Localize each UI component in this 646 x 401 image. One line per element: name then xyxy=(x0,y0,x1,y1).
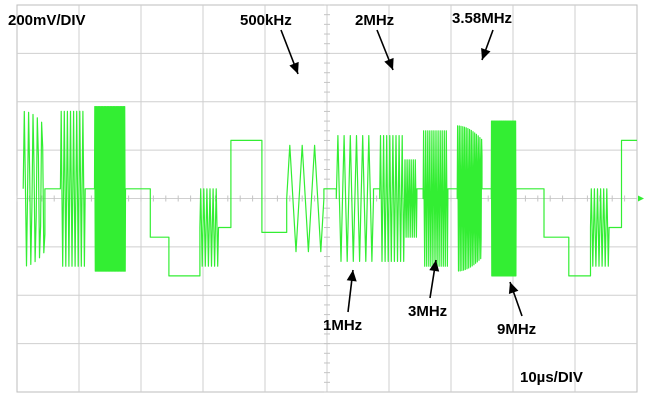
signal-trace xyxy=(22,106,637,277)
arrow-3-58mhz xyxy=(481,29,494,61)
horizontal-scale-label: 10µs/DIV xyxy=(520,369,583,386)
arrow-head-icon xyxy=(289,61,299,74)
arrow-head-icon xyxy=(429,260,440,272)
arrow-3mhz xyxy=(429,259,440,299)
annotation-500khz: 500kHz xyxy=(240,12,292,29)
arrow-1mhz xyxy=(346,269,357,313)
annotation-9mhz: 9MHz xyxy=(497,321,536,338)
arrow-500khz xyxy=(280,29,299,75)
arrow-head-icon xyxy=(346,270,357,282)
arrow-head-icon xyxy=(481,48,491,60)
arrow-head-icon xyxy=(508,282,519,294)
annotation-2mhz: 2MHz xyxy=(355,12,394,29)
annotation-3mhz: 3MHz xyxy=(408,303,447,320)
arrow-2mhz xyxy=(376,29,394,71)
annotation-1mhz: 1MHz xyxy=(323,317,362,334)
trace-path xyxy=(22,106,637,277)
annotation-arrows xyxy=(280,29,523,317)
annotation-3-58mhz: 3.58MHz xyxy=(452,10,512,27)
vertical-scale-label: 200mV/DIV xyxy=(8,12,86,29)
arrow-9mhz xyxy=(508,281,523,317)
arrow-head-icon xyxy=(384,57,394,70)
ground-marker-icon xyxy=(638,195,644,202)
